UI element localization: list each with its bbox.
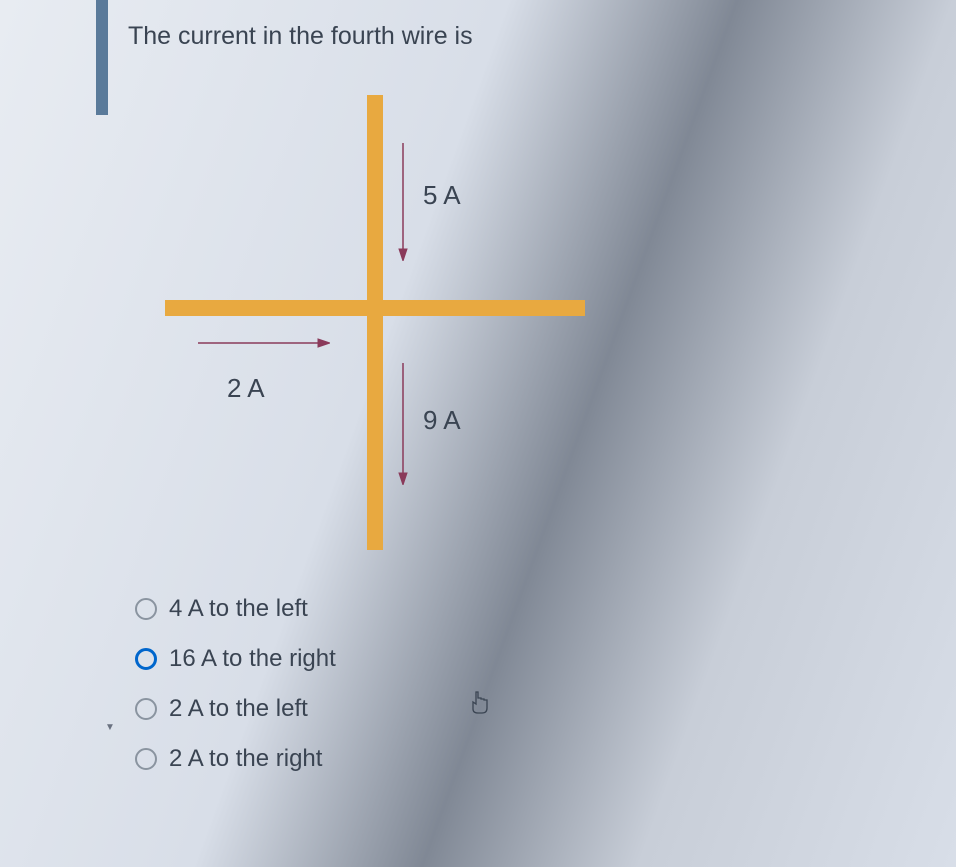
arrow-9a [398, 363, 408, 485]
question-text: The current in the fourth wire is [128, 22, 473, 51]
arrow-5a [398, 143, 408, 261]
option-3[interactable]: 2 A to the left [135, 695, 336, 723]
radio-icon [135, 698, 157, 720]
dropdown-marker-icon: ▼ [105, 722, 115, 733]
option-label: 4 A to the left [169, 595, 308, 623]
label-2a: 2 A [227, 373, 265, 404]
sidebar-accent [96, 0, 108, 115]
radio-icon [135, 648, 157, 670]
radio-icon [135, 748, 157, 770]
options-group: 4 A to the left 16 A to the right 2 A to… [135, 595, 336, 795]
arrow-2a [198, 338, 330, 348]
label-5a: 5 A [423, 180, 461, 211]
option-label: 16 A to the right [169, 645, 336, 673]
radio-icon [135, 598, 157, 620]
wire-horizontal [165, 300, 585, 316]
option-label: 2 A to the right [169, 745, 322, 773]
label-9a: 9 A [423, 405, 461, 436]
option-2[interactable]: 16 A to the right [135, 645, 336, 673]
pointer-cursor-icon [468, 690, 492, 716]
circuit-diagram: 5 A 2 A 9 A [155, 85, 585, 560]
option-1[interactable]: 4 A to the left [135, 595, 336, 623]
option-4[interactable]: 2 A to the right [135, 745, 336, 773]
wire-vertical [367, 95, 383, 550]
option-label: 2 A to the left [169, 695, 308, 723]
